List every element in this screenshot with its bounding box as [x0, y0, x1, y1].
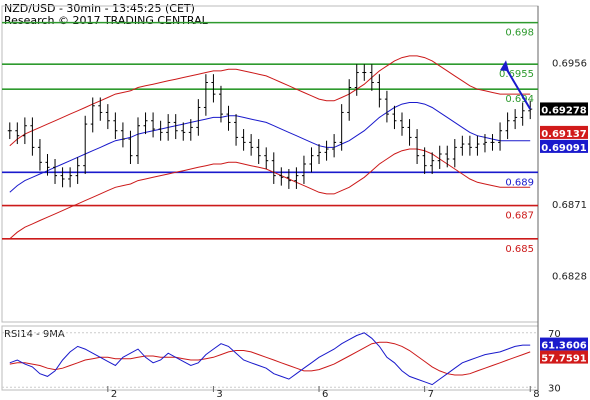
x-day-label: 7 — [428, 389, 434, 400]
level-label: 0.689 — [505, 177, 534, 188]
price-tag-label: 0.69137 — [541, 129, 587, 140]
projection-line — [505, 67, 532, 110]
price-tick-label: 0.6956 — [552, 59, 587, 70]
level-label: 0.698 — [505, 28, 534, 39]
x-day-label: 6 — [322, 389, 328, 400]
rsi-tick-label: 30 — [548, 383, 561, 394]
price-tag-label: 0.69278 — [541, 105, 587, 116]
bollinger-bands — [9, 55, 531, 240]
rsi-tag-label: 57.7591 — [541, 354, 587, 365]
price-tag-bg — [540, 102, 588, 116]
rsi-lines: 70 30 — [2, 329, 561, 394]
price-tags: 0.69278 0.69137 0.69091 — [540, 102, 588, 154]
x-day-label: 8 — [533, 389, 539, 400]
level-label: 0.6955 — [499, 69, 534, 80]
rsi-tag-label: 61.3606 — [541, 341, 587, 352]
moving-average-line — [9, 102, 531, 193]
rsi-tags: 61.3606 57.7591 — [540, 337, 588, 365]
price-tick-label: 0.6871 — [552, 200, 587, 211]
rsi-ma-line — [9, 341, 531, 376]
price-tag-bg — [540, 125, 588, 139]
bollinger-upper-line — [9, 55, 531, 147]
rsi-line — [9, 332, 531, 386]
candlesticks — [7, 64, 533, 189]
level-label: 0.685 — [505, 244, 534, 255]
moving-average — [9, 102, 531, 193]
rsi-tag-bg — [540, 350, 588, 364]
price-tick-label: 0.6828 — [552, 271, 587, 282]
chart-copyright: Research © 2017 TRADING CENTRAL — [4, 14, 209, 27]
x-axis-labels: 2 3 6 7 8 — [107, 386, 540, 400]
x-day-label: 2 — [111, 389, 117, 400]
price-tag-bg — [540, 139, 588, 153]
rsi-title: RSI14 - 9MA — [4, 329, 65, 340]
levels-layer: 0.698 0.6955 0.694 0.689 0.687 0.685 — [2, 21, 538, 255]
x-day-label: 3 — [216, 389, 222, 400]
rsi-tick-label: 70 — [548, 329, 561, 340]
projection-arrowhead — [500, 60, 509, 72]
bollinger-lower-line — [9, 148, 531, 240]
chart-title: NZD/USD - 30min - 13:45:25 (CET) — [4, 2, 195, 15]
price-axis-labels: 0.6956 0.6871 0.6828 — [552, 59, 587, 283]
projection-arrow — [500, 60, 532, 110]
level-label: 0.687 — [505, 211, 534, 222]
rsi-tag-bg — [540, 337, 588, 351]
price-tag-label: 0.69091 — [541, 143, 587, 154]
level-label: 0.694 — [505, 94, 534, 105]
